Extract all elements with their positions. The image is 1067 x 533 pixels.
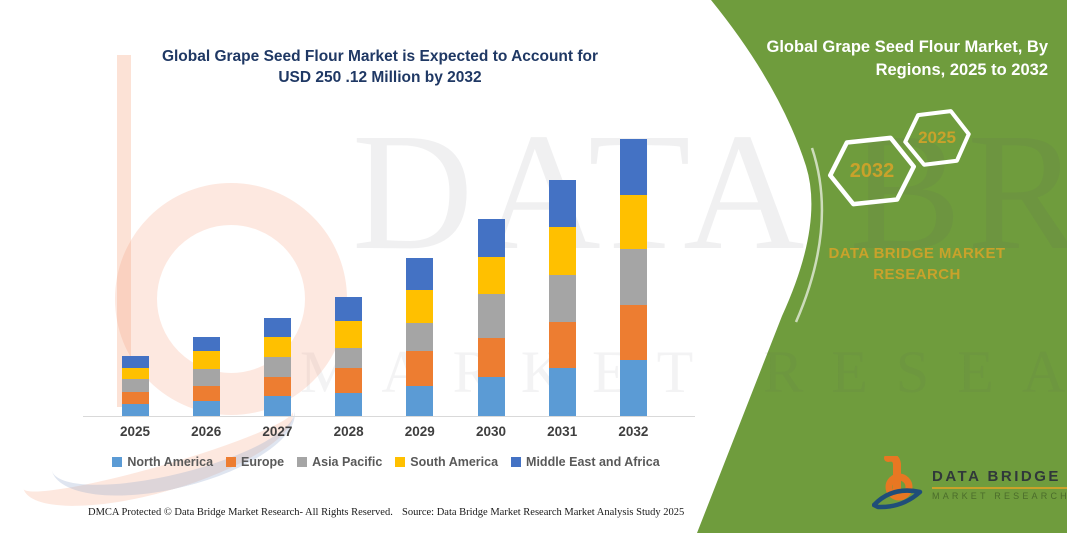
company-logo-text: DATA BRIDGE MARKET RESEARCH <box>932 468 1067 501</box>
bar-segment-2028-north-america <box>335 392 363 416</box>
legend-item-middle-east-and-africa: Middle East and Africa <box>511 455 660 469</box>
hexagon-2025: 2025 <box>902 109 972 171</box>
bar-segment-2032-middle-east-and-africa <box>619 139 647 195</box>
hexagon-2032-outline <box>827 135 917 207</box>
company-logo: DATA BRIDGE MARKET RESEARCH <box>872 456 1067 512</box>
bar-segment-2025-asia-pacific <box>121 379 149 392</box>
brand-wordmark-line1: DATA BRIDGE MARKET <box>828 245 1006 262</box>
bar-segment-2025-south-america <box>121 368 149 379</box>
legend-swatch <box>112 457 123 467</box>
bar-segment-2031-europe <box>548 321 576 369</box>
company-logo-mark <box>872 456 923 510</box>
company-logo-subtitle: MARKET RESEARCH <box>932 490 1067 501</box>
bar-segment-2030-north-america <box>477 376 505 416</box>
bar-segment-2025-middle-east-and-africa <box>121 355 149 369</box>
bar-segment-2032-north-america <box>619 360 647 416</box>
bar-segment-2031-middle-east-and-africa <box>548 179 576 227</box>
bar-segment-2028-europe <box>335 368 363 393</box>
x-tick-2030: 2030 <box>475 424 507 439</box>
x-tick-2032: 2032 <box>618 424 649 439</box>
bar-segment-2026-europe <box>192 386 220 401</box>
x-axis-line <box>83 416 695 417</box>
bar-segment-2030-asia-pacific <box>477 294 505 339</box>
x-tick-2025: 2025 <box>119 424 151 439</box>
legend-label: North America <box>127 455 214 469</box>
bar-segment-2026-middle-east-and-africa <box>192 336 220 351</box>
panel-title-line2: Regions, 2025 to 2032 <box>875 61 1048 79</box>
bar-segment-2025-north-america <box>121 404 149 416</box>
bar-segment-2029-north-america <box>406 386 434 416</box>
company-logo-rule <box>932 486 1067 489</box>
bar-segment-2029-middle-east-and-africa <box>406 257 434 290</box>
legend-swatch <box>511 457 522 467</box>
bar-segment-2026-south-america <box>192 350 220 370</box>
x-tick-2031: 2031 <box>547 424 578 439</box>
brand-wordmark: DATA BRIDGE MARKET RESEARCH <box>826 243 1008 285</box>
x-tick-2026: 2026 <box>191 424 222 439</box>
chart-title-line2: USD 250 .12 Million by 2032 <box>278 69 482 86</box>
bar-segment-2027-middle-east-and-africa <box>263 317 291 338</box>
dmca-notice: DMCA Protected © Data Bridge Market Rese… <box>88 507 393 518</box>
bar-segment-2032-europe <box>619 304 647 360</box>
source-note: Source: Data Bridge Market Research Mark… <box>402 507 685 518</box>
hexagon-2032: 2032 <box>826 135 918 211</box>
bar-segment-2025-europe <box>121 391 149 405</box>
bar-segment-2028-asia-pacific <box>335 347 363 369</box>
x-tick-2027: 2027 <box>262 424 293 439</box>
panel-title-line1: Global Grape Seed Flour Market, By <box>766 38 1049 56</box>
bar-segment-2028-middle-east-and-africa <box>335 297 363 321</box>
bar-segment-2027-asia-pacific <box>263 357 291 377</box>
chart-title-line1: Global Grape Seed Flour Market is Expect… <box>161 48 599 65</box>
stacked-bar-plot <box>85 130 697 416</box>
bar-segment-2031-north-america <box>548 368 576 416</box>
bar-segment-2030-middle-east-and-africa <box>477 219 505 257</box>
x-tick-2029: 2029 <box>404 424 435 439</box>
bar-segment-2032-asia-pacific <box>619 249 647 305</box>
legend-label: Europe <box>241 455 285 469</box>
bar-segment-2027-europe <box>263 376 291 396</box>
chart-title: Global Grape Seed Flour Market is Expect… <box>80 46 680 88</box>
legend-swatch <box>395 457 406 467</box>
bar-segment-2029-europe <box>406 350 434 386</box>
brand-wordmark-line2: RESEARCH <box>873 266 961 283</box>
bar-segment-2027-south-america <box>263 337 291 358</box>
x-axis-labels: 2025 2026 2027 2028 2029 2030 2031 2032 <box>85 424 697 442</box>
company-logo-name: DATA BRIDGE <box>932 467 1061 485</box>
bar-segment-2026-north-america <box>192 400 220 416</box>
bar-segment-2026-asia-pacific <box>192 369 220 386</box>
x-tick-2028: 2028 <box>333 424 364 439</box>
bar-segment-2028-south-america <box>335 320 363 348</box>
legend-swatch <box>297 457 308 467</box>
bar-segment-2030-europe <box>477 338 505 377</box>
legend-item-south-america: South America <box>395 455 498 469</box>
legend-label: Middle East and Africa <box>526 455 660 469</box>
legend-item-north-america: North America <box>112 455 213 469</box>
bar-segment-2031-asia-pacific <box>548 274 576 322</box>
panel-title: Global Grape Seed Flour Market, By Regio… <box>758 36 1049 82</box>
bar-segment-2030-south-america <box>477 256 505 295</box>
bar-segment-2031-south-america <box>548 226 576 275</box>
hexagon-2032-year: 2032 <box>849 160 895 182</box>
legend-item-asia-pacific: Asia Pacific <box>297 455 382 469</box>
legend-label: South America <box>410 455 499 469</box>
chart-legend: North America Europe Asia Pacific South Ame… <box>80 455 692 469</box>
hexagon-2025-outline <box>903 109 971 167</box>
bar-segment-2029-asia-pacific <box>406 322 434 351</box>
legend-swatch <box>226 457 237 467</box>
legend-item-europe: Europe <box>226 455 284 469</box>
bar-segment-2027-north-america <box>263 396 291 416</box>
legend-label: Asia Pacific <box>312 455 383 469</box>
hexagon-2025-year: 2025 <box>918 128 956 147</box>
panel-edge-highlight-arc <box>794 147 824 323</box>
bar-segment-2029-south-america <box>406 290 434 323</box>
bar-segment-2032-south-america <box>619 195 647 249</box>
